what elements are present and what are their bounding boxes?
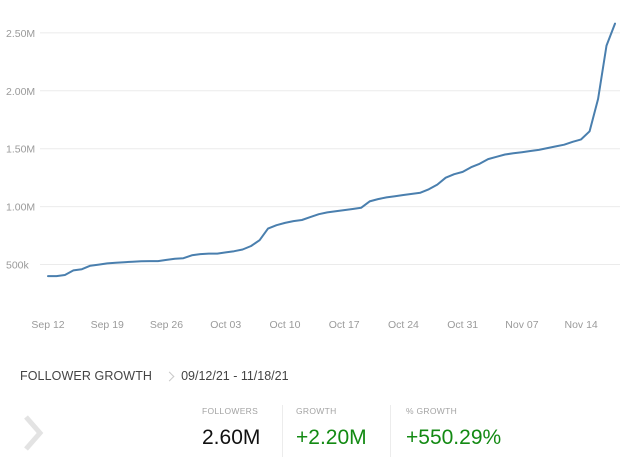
x-tick-label: Sep 19 [91, 319, 124, 331]
stat-divider [390, 405, 391, 457]
growth-label: GROWTH [296, 406, 337, 416]
date-range[interactable]: 09/12/21 - 11/18/21 [181, 369, 289, 383]
x-tick-label: Nov 07 [505, 319, 538, 331]
y-tick-label: 2.00M [6, 86, 35, 98]
percent-growth-label: % GROWTH [406, 406, 458, 416]
percent-growth-value: +550.29% [406, 426, 502, 449]
x-tick-label: Oct 10 [269, 319, 300, 331]
followers-label: FOLLOWERS [202, 406, 259, 416]
chevron-right-icon[interactable] [16, 413, 48, 453]
growth-value: +2.20M [296, 426, 367, 449]
section-title: FOLLOWER GROWTH [20, 369, 153, 383]
growth-stat: GROWTH +2.20M [296, 406, 367, 450]
stat-divider [282, 405, 283, 457]
chevron-right-icon [164, 371, 175, 381]
section-header: FOLLOWER GROWTH 09/12/21 - 11/18/21 [20, 365, 289, 387]
series-layer [47, 22, 616, 278]
x-tick-label: Sep 12 [31, 319, 64, 331]
series-line-followers [47, 22, 616, 278]
grid-lines [40, 32, 620, 266]
x-tick-label: Oct 03 [210, 319, 241, 331]
y-tick-label: 2.50M [6, 28, 35, 40]
percent-growth-stat: % GROWTH +550.29% [406, 406, 501, 450]
y-tick-label: 1.50M [6, 144, 35, 156]
followers-stat: FOLLOWERS 2.60M [202, 406, 260, 450]
x-tick-label: Oct 24 [388, 319, 419, 331]
x-tick-label: Sep 26 [150, 319, 183, 331]
y-axis: 500k 1.00M 1.50M 2.00M 2.50M [6, 28, 35, 272]
x-tick-label: Nov 14 [565, 319, 598, 331]
y-tick-label: 500k [6, 260, 30, 272]
x-axis: Sep 12 Sep 19 Sep 26 Oct 03 Oct 10 Oct 17 Oct … [31, 319, 598, 331]
followers-value: 2.60M [202, 426, 261, 449]
x-tick-label: Oct 17 [329, 319, 360, 331]
y-tick-label: 1.00M [6, 202, 35, 214]
x-tick-label: Oct 31 [447, 319, 478, 331]
